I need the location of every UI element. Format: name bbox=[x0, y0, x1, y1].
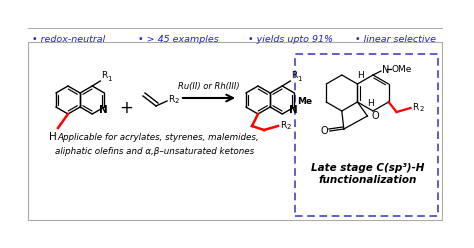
Text: functionalization: functionalization bbox=[319, 175, 417, 185]
Text: R: R bbox=[291, 71, 298, 80]
Text: • > 45 examples: • > 45 examples bbox=[138, 35, 219, 44]
Text: O: O bbox=[320, 126, 328, 136]
Text: R: R bbox=[280, 122, 286, 130]
Text: • redox-neutral: • redox-neutral bbox=[32, 35, 105, 44]
Text: 1: 1 bbox=[297, 76, 302, 82]
Text: 1: 1 bbox=[107, 76, 112, 82]
Text: R: R bbox=[101, 71, 108, 80]
Text: +: + bbox=[119, 99, 133, 117]
Text: N: N bbox=[289, 105, 298, 115]
Text: 2: 2 bbox=[419, 106, 424, 112]
Text: H: H bbox=[367, 99, 374, 109]
Text: H: H bbox=[49, 132, 57, 142]
Text: N: N bbox=[99, 105, 108, 115]
Text: O: O bbox=[372, 111, 379, 121]
FancyBboxPatch shape bbox=[295, 54, 438, 216]
Text: 2: 2 bbox=[287, 124, 292, 130]
Text: Me: Me bbox=[297, 97, 312, 106]
Text: N: N bbox=[382, 65, 389, 75]
Text: 2: 2 bbox=[175, 98, 179, 104]
Text: R: R bbox=[412, 103, 419, 113]
Bar bbox=[28, 42, 442, 220]
Text: OMe: OMe bbox=[392, 64, 412, 73]
Text: aliphatic olefins and α,β–unsaturated ketones: aliphatic olefins and α,β–unsaturated ke… bbox=[55, 147, 255, 155]
Text: R: R bbox=[168, 95, 174, 104]
Text: • yields upto 91%: • yields upto 91% bbox=[248, 35, 333, 44]
Text: Late stage C(sp³)-H: Late stage C(sp³)-H bbox=[311, 163, 425, 173]
Text: Applicable for acrylates, styrenes, malemides,: Applicable for acrylates, styrenes, male… bbox=[57, 133, 259, 143]
Text: H: H bbox=[357, 71, 364, 81]
Text: • linear selective: • linear selective bbox=[355, 35, 436, 44]
Text: Ru(II) or Rh(III): Ru(II) or Rh(III) bbox=[178, 82, 240, 91]
